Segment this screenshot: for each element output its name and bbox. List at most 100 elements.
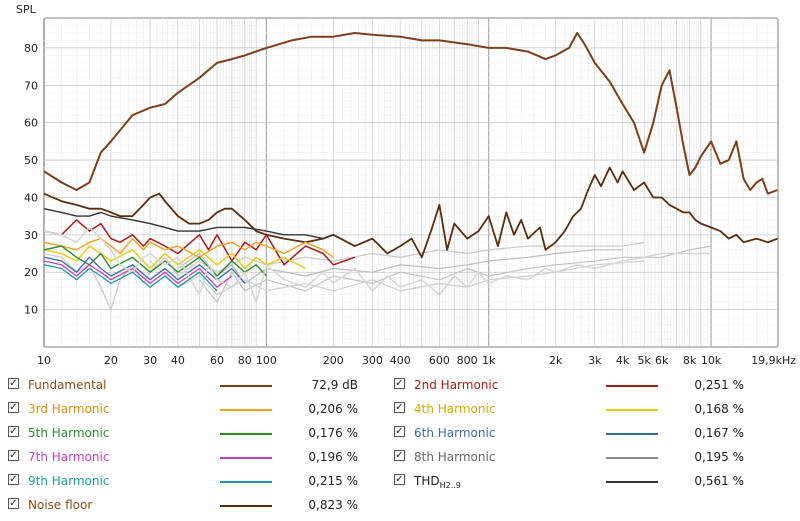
legend-item-4th-harmonic[interactable]: ✓ 4th Harmonic 0,168 % <box>394 399 774 419</box>
legend-swatch <box>220 481 272 483</box>
legend-item-6th-harmonic[interactable]: ✓ 6th Harmonic 0,167 % <box>394 423 774 443</box>
series-line-8th-harmonic <box>43 226 712 303</box>
y-tick-label: 50 <box>24 154 38 167</box>
x-tick-label: 1k <box>482 354 496 367</box>
checkbox[interactable]: ✓ <box>8 426 19 437</box>
legend-item-2nd-harmonic[interactable]: ✓ 2nd Harmonic 0,251 % <box>394 375 774 395</box>
y-axis-label: SPL <box>16 3 37 16</box>
x-tick-label: 10k <box>701 354 722 367</box>
legend-label: Noise floor <box>28 498 93 512</box>
series-line-background-13 <box>177 249 623 284</box>
checkbox[interactable]: ✓ <box>394 474 405 485</box>
legend-swatch <box>606 409 658 411</box>
legend-item-thd[interactable]: ✓ THDH2..9 0,561 % <box>394 471 774 491</box>
legend-label: 2nd Harmonic <box>414 378 499 392</box>
x-tick-label: 8k <box>683 354 697 367</box>
legend-swatch <box>606 457 658 459</box>
series-line-6th-harmonic <box>43 256 246 284</box>
legend-value: 72,9 dB <box>311 378 358 392</box>
y-tick-label: 70 <box>24 79 38 92</box>
checkbox[interactable]: ✓ <box>8 378 19 389</box>
checkbox[interactable]: ✓ <box>8 402 19 413</box>
legend-label: 9th Harmonic <box>28 474 110 488</box>
checkbox[interactable]: ✓ <box>394 402 405 413</box>
legend-value: 0,176 % <box>308 426 358 440</box>
x-tick-label: 40 <box>171 354 185 367</box>
checkbox[interactable]: ✓ <box>8 450 19 461</box>
legend-item-9th-harmonic[interactable]: ✓ 9th Harmonic 0,215 % <box>8 471 388 491</box>
legend-swatch <box>220 385 272 387</box>
legend-value: 0,195 % <box>694 450 744 464</box>
series-line-9th-harmonic <box>43 264 218 292</box>
legend-swatch <box>220 433 272 435</box>
legend-label: 6th Harmonic <box>414 426 496 440</box>
legend-label: 5th Harmonic <box>28 426 110 440</box>
x-tick-label: 6k <box>655 354 669 367</box>
legend-swatch <box>606 385 658 387</box>
checkbox[interactable]: ✓ <box>8 498 19 509</box>
legend-label-main: THD <box>414 474 440 488</box>
series-line-7th-harmonic <box>43 260 233 288</box>
series-line-4th-harmonic <box>43 245 306 270</box>
legend-label: 4th Harmonic <box>414 402 496 416</box>
y-tick-label: 20 <box>24 266 38 279</box>
x-tick-label: 800 <box>457 354 478 367</box>
checkbox[interactable]: ✓ <box>8 474 19 485</box>
series-line-fundamental <box>43 32 778 195</box>
legend-item-7th-harmonic[interactable]: ✓ 7th Harmonic 0,196 % <box>8 447 388 467</box>
legend-item-8th-harmonic[interactable]: ✓ 8th Harmonic 0,195 % <box>394 447 774 467</box>
legend-label: Fundamental <box>28 378 107 392</box>
x-tick-label: 2k <box>549 354 563 367</box>
checkbox[interactable]: ✓ <box>394 378 405 389</box>
series-line-2nd-harmonic <box>43 219 356 266</box>
legend-value: 0,251 % <box>694 378 744 392</box>
y-tick-label: 10 <box>24 304 38 317</box>
legend-value: 0,167 % <box>694 426 744 440</box>
legend-value: 0,206 % <box>308 402 358 416</box>
legend-label: THDH2..9 <box>414 471 461 496</box>
x-tick-label: 19,9kHz <box>751 354 796 367</box>
series-line-5th-harmonic <box>43 245 267 277</box>
x-tick-label: 100 <box>256 354 277 367</box>
legend: ✓ Fundamental 72,9 dB ✓ 2nd Harmonic 0,2… <box>0 375 800 519</box>
y-tick-label: 30 <box>24 229 38 242</box>
series-line-thd-h2-9 <box>43 208 334 240</box>
x-tick-label: 20 <box>104 354 118 367</box>
x-tick-label: 5k <box>637 354 651 367</box>
legend-label: 8th Harmonic <box>414 450 496 464</box>
spl-chart-svg: 10 20 30 40 50 60 70 80 SPL 10 20 30 40 60 80 100 200 300… <box>16 3 796 367</box>
series-line-noise-floor <box>43 166 778 259</box>
legend-label-subscript: H2..9 <box>439 481 461 490</box>
x-tick-label: 300 <box>362 354 383 367</box>
y-tick-label: 40 <box>24 191 38 204</box>
x-tick-label: 4k <box>616 354 630 367</box>
series-line-3rd-harmonic <box>43 237 334 258</box>
y-tick-label: 80 <box>24 42 38 55</box>
x-tick-label: 80 <box>238 354 252 367</box>
legend-item-noise-floor[interactable]: ✓ Noise floor 0,823 % <box>8 495 388 515</box>
legend-swatch <box>220 457 272 459</box>
legend-label: 3rd Harmonic <box>28 402 110 416</box>
legend-swatch <box>220 505 272 507</box>
y-tick-label: 60 <box>24 117 38 130</box>
x-tick-label: 200 <box>323 354 344 367</box>
legend-item-5th-harmonic[interactable]: ✓ 5th Harmonic 0,176 % <box>8 423 388 443</box>
legend-swatch <box>606 433 658 435</box>
legend-value: 0,823 % <box>308 498 358 512</box>
legend-item-3rd-harmonic[interactable]: ✓ 3rd Harmonic 0,206 % <box>8 399 388 419</box>
series-line-background-12 <box>198 245 712 303</box>
legend-value: 0,196 % <box>308 450 358 464</box>
x-tick-label: 30 <box>143 354 157 367</box>
legend-label: 7th Harmonic <box>28 450 110 464</box>
legend-swatch <box>220 409 272 411</box>
legend-value: 0,215 % <box>308 474 358 488</box>
legend-swatch <box>606 481 658 483</box>
x-tick-label: 400 <box>390 354 411 367</box>
spl-chart: 10 20 30 40 50 60 70 80 SPL 10 20 30 40 60 80 100 200 300… <box>16 3 796 367</box>
x-tick-label: 600 <box>429 354 450 367</box>
x-tick-label: 10 <box>37 354 51 367</box>
checkbox[interactable]: ✓ <box>394 450 405 461</box>
checkbox[interactable]: ✓ <box>394 426 405 437</box>
series-line-background-14 <box>149 260 645 296</box>
legend-item-fundamental[interactable]: ✓ Fundamental 72,9 dB <box>8 375 388 395</box>
